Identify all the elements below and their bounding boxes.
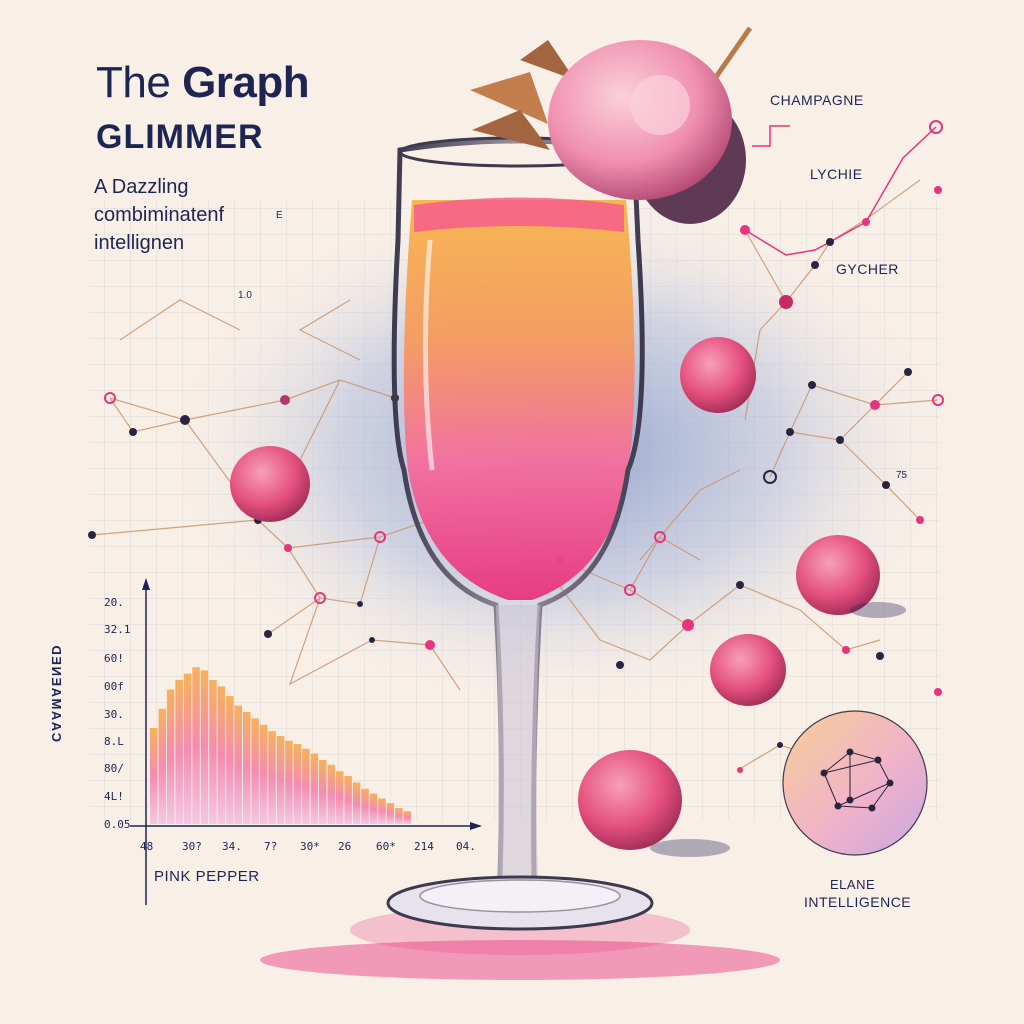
label-pink-pepper: PINK PEPPER [154, 868, 260, 885]
histogram-bar [158, 708, 166, 824]
histogram-bar [369, 793, 378, 824]
title-sub: GLIMMER [96, 118, 264, 156]
histogram-bar [344, 776, 352, 824]
histogram-bar [268, 731, 276, 824]
x-tick-label: 7? [264, 840, 278, 853]
y-tick-label: 8.L [104, 735, 124, 748]
histogram-bar [276, 736, 285, 824]
x-tick-label: 34. [222, 840, 242, 853]
histogram-bar [395, 808, 403, 824]
y-tick-label: 32.1 [104, 623, 131, 636]
tagline-line-1: A Dazzling [94, 176, 189, 198]
y-tick-label: 20. [104, 596, 124, 609]
y-tick-label: 4L! [104, 790, 124, 803]
lychee-fruits [230, 337, 906, 857]
histogram-bar [310, 753, 319, 824]
histogram-bar [319, 760, 327, 824]
y-tick-label: 0.05 [104, 818, 131, 831]
label-intelligence: INTELLIGENCE [804, 894, 912, 910]
y-tick-label: 80/ [104, 762, 124, 775]
label-elane: ELANE [830, 877, 876, 892]
champagne-flute [350, 136, 690, 955]
title-prefix: The [96, 58, 171, 107]
x-tick-label: 26 [338, 840, 352, 853]
histogram-bar [259, 724, 268, 824]
histogram-bar [285, 740, 293, 824]
y-tick-label: 60! [104, 652, 124, 665]
histogram-bar [243, 712, 251, 824]
lychee-garnish [470, 26, 753, 224]
histogram-bar [352, 782, 361, 824]
histogram-bar [183, 673, 192, 824]
fx-mark-3: 75 [896, 470, 908, 481]
histogram-bar [403, 811, 411, 824]
tagline-line-3: intellignen [94, 232, 185, 254]
histogram-bar [361, 788, 369, 824]
tagline-line-2: combiminatenf [94, 204, 225, 226]
x-tick-label: 04. [456, 840, 476, 853]
histogram-bar [327, 764, 335, 824]
fx-mark-2: 1.0 [238, 290, 252, 301]
histogram-bar [293, 744, 302, 824]
histogram-y-label: CAAMAENED [49, 644, 64, 742]
histogram-bar [150, 728, 158, 824]
histogram-bar [302, 748, 310, 824]
fx-mark-1: E [276, 210, 283, 221]
histogram-bar [234, 705, 242, 824]
histogram-bar [175, 680, 183, 824]
label-lychie: LYCHIE [810, 166, 863, 182]
histogram-bar [166, 689, 175, 824]
title: The Graph [96, 58, 310, 108]
label-gycher: GYCHER [836, 261, 899, 277]
pink-dust [260, 940, 780, 980]
title-main: Graph [182, 58, 310, 107]
histogram-bar [251, 718, 259, 824]
y-tick-label: 00f [104, 680, 124, 693]
x-tick-label: 30* [300, 840, 320, 853]
histogram-bar [386, 803, 395, 824]
x-tick-label: 214 [414, 840, 434, 853]
histogram-bar [209, 680, 217, 824]
histogram-bar [335, 771, 344, 824]
label-champagne: CHAMPAGNE [770, 92, 864, 108]
y-tick-label: 30. [104, 708, 124, 721]
histogram-bar [378, 798, 386, 824]
x-tick-label: 30? [182, 840, 202, 853]
histogram-bar [217, 686, 226, 824]
x-tick-label: 48 [140, 840, 154, 853]
histogram-bar [226, 696, 234, 824]
x-tick-label: 60* [376, 840, 396, 853]
histogram-bars [150, 667, 411, 824]
intelligence-sphere [782, 710, 928, 856]
histogram-bar [192, 667, 200, 824]
histogram-chart [130, 578, 482, 905]
histogram-bar [200, 670, 209, 824]
